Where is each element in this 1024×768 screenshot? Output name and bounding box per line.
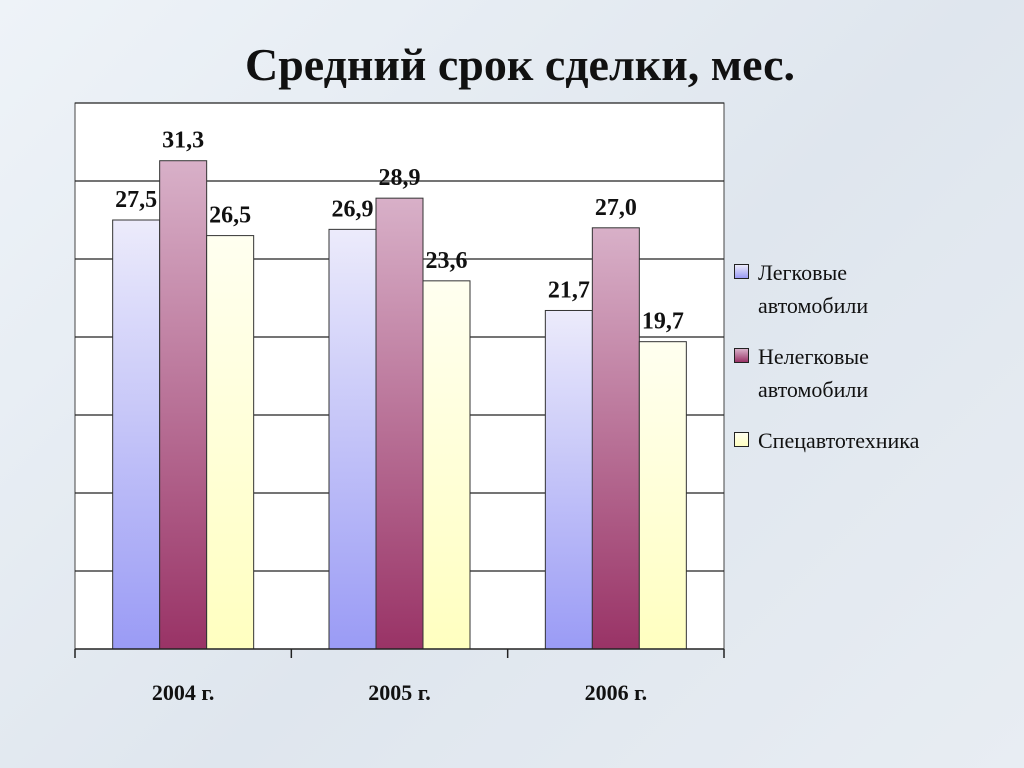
category-label: 2005 г. [368,680,431,705]
bar [544,309,593,650]
category-label: 2004 г. [152,680,215,705]
legend-swatch [734,264,749,279]
legend-label: Легковые автомобили [758,260,869,318]
bar [591,227,640,650]
bar [638,341,687,650]
data-label: 27,5 [115,187,157,213]
data-label: 27,0 [595,195,637,221]
data-label: 26,5 [209,203,251,229]
legend: Легковые автомобили Нелегковые автомобил… [734,256,1014,475]
data-label: 21,7 [548,277,590,303]
legend-label: Спецавтотехника [758,428,920,453]
legend-item-commercial-vehicles: Нелегковые автомобили [734,340,1014,406]
bar [375,197,424,650]
bar [328,228,377,650]
data-label: 23,6 [426,248,468,274]
data-label: 28,9 [379,165,421,191]
data-label: 31,3 [162,128,204,154]
legend-item-passenger-cars: Легковые автомобили [734,256,1014,322]
bar [112,219,161,650]
bar [422,280,471,650]
legend-label: Нелегковые автомобили [758,344,869,402]
bar [206,235,255,650]
data-label: 19,7 [642,309,684,335]
legend-swatch [734,432,749,447]
bar [159,160,208,650]
data-label: 26,9 [332,196,374,222]
legend-item-special-equipment: Спецавтотехника [734,424,1014,457]
category-label: 2006 г. [585,680,648,705]
legend-swatch [734,348,749,363]
chart-title: Средний срок сделки, мес. [244,39,796,90]
